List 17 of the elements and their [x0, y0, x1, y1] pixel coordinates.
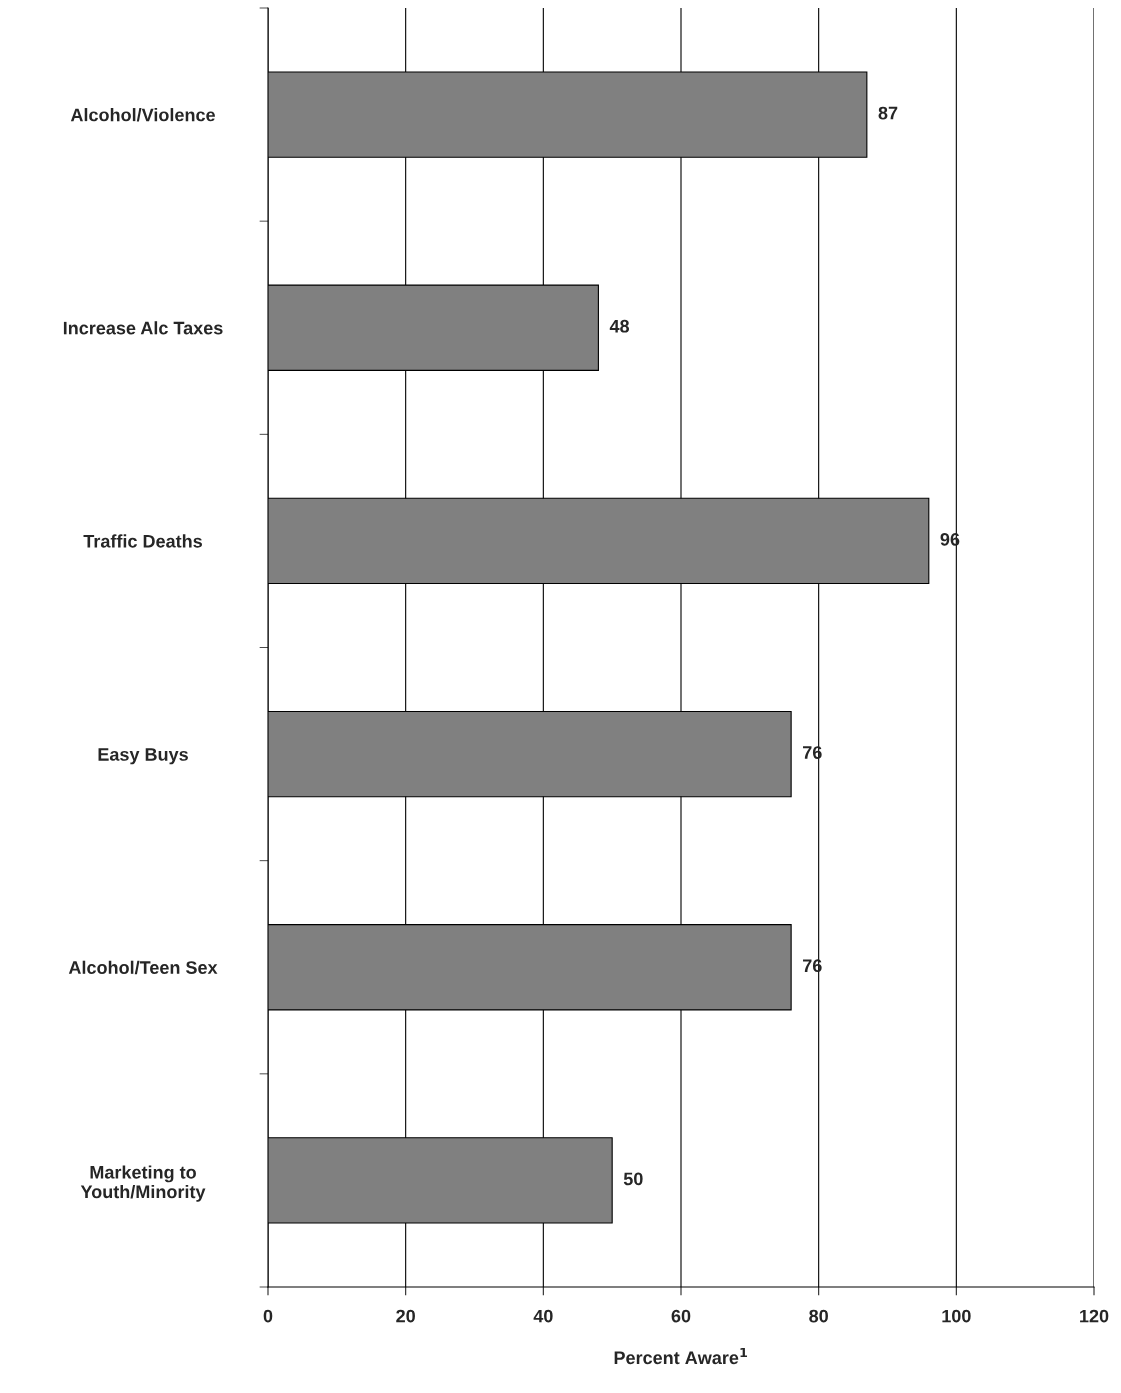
x-tick-label: 60	[671, 1309, 691, 1323]
data-label: 87	[878, 106, 898, 120]
x-tick-label: 100	[942, 1309, 971, 1323]
y-tick-label: Increase Alc Taxes	[63, 321, 223, 335]
x-tick-label: 0	[263, 1309, 273, 1323]
y-tick-label: Traffic Deaths	[83, 534, 202, 548]
data-label: 50	[623, 1172, 643, 1186]
x-tick-label: 120	[1080, 1309, 1109, 1323]
x-axis-title: Percent Aware$^{1}$	[614, 1347, 748, 1365]
y-tick-label: Marketing to Youth/Minority	[80, 1165, 206, 1202]
x-tick-label: 80	[809, 1309, 828, 1323]
x-tick-label: 20	[396, 1309, 415, 1323]
x-tick-label: 40	[533, 1309, 553, 1323]
y-tick-label: Alcohol/Teen Sex	[68, 960, 218, 975]
y-tick-label: Alcohol/Violence	[70, 108, 215, 122]
y-tick-label: Easy Buys	[98, 748, 188, 765]
data-label: 48	[609, 319, 630, 333]
